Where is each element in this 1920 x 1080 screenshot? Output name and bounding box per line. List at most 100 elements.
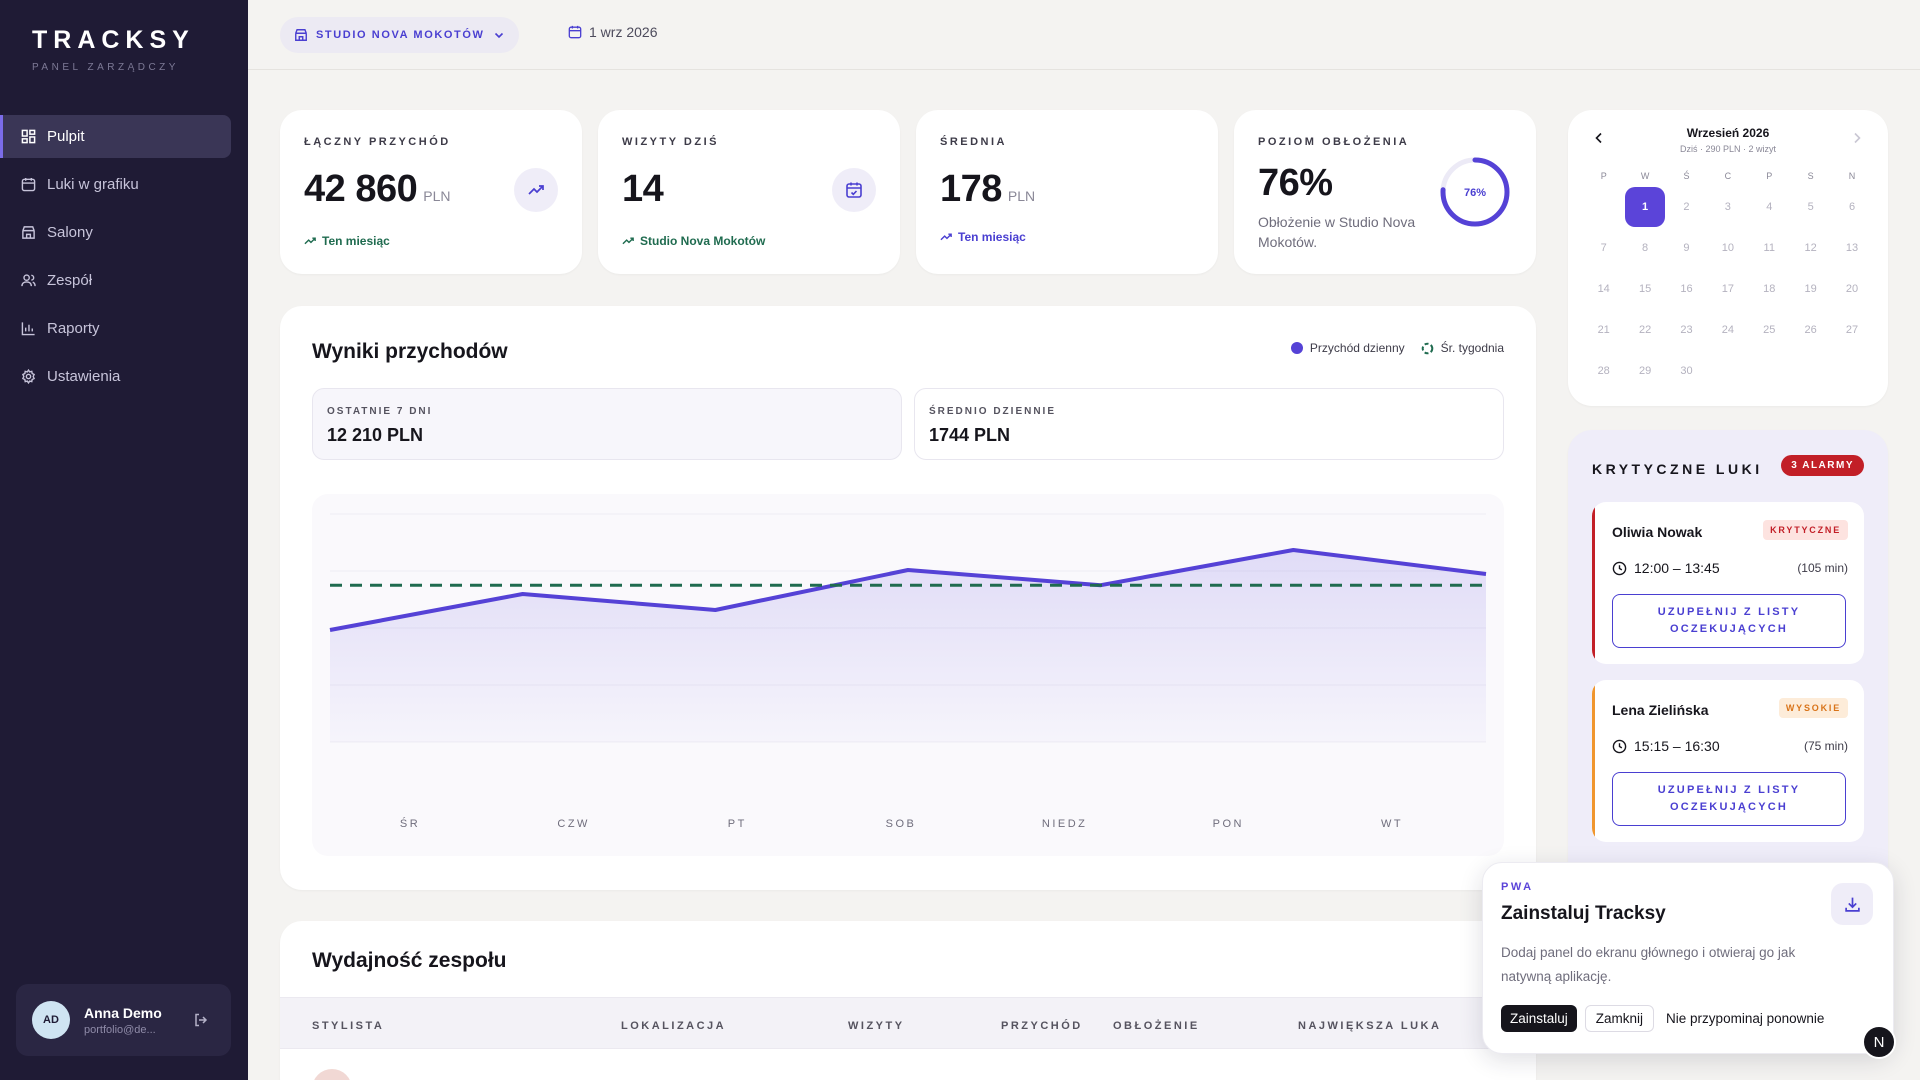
severity-bar: [1592, 502, 1595, 664]
stat-unit: PLN: [423, 188, 451, 204]
logout-icon[interactable]: [193, 1012, 209, 1028]
legend-daily: Przychód dzienny: [1290, 341, 1405, 355]
calendar-day[interactable]: 30: [1680, 364, 1693, 377]
revenue-title: Wyniki przychodów: [312, 340, 508, 363]
sidebar-item-label: Salony: [47, 224, 93, 241]
calendar-day-today[interactable]: 1: [1625, 186, 1666, 227]
calendar-day[interactable]: 14: [1597, 282, 1610, 295]
calendar-grid: P W Ś C P S N 1 2 3 4 5 6 7 8 9 10 11 12 13 14 15 16 17 18 19 20 21…: [1583, 166, 1873, 391]
series-line-daily: [329, 548, 1487, 632]
stat-sub-text: Studio Nova Mokotów: [640, 234, 766, 248]
brand-name: TRACKSY: [32, 26, 195, 54]
calendar-day[interactable]: 23: [1680, 323, 1693, 336]
column-header[interactable]: PRZYCHÓD: [1001, 1020, 1083, 1032]
calendar-cell: 4: [1749, 201, 1790, 213]
stat-label: WIZYTY DZIŚ: [622, 136, 719, 148]
calendar-day[interactable]: 7: [1600, 241, 1607, 254]
calendar-day[interactable]: 11: [1763, 241, 1775, 254]
weekday-label: C: [1724, 171, 1732, 181]
brand: TRACKSY PANEL ZARZĄDCZY: [32, 26, 195, 73]
x-tick-label: PT: [728, 818, 747, 830]
floating-avatar-button[interactable]: N: [1862, 1025, 1896, 1059]
sidebar-item-pulpit[interactable]: Pulpit: [0, 115, 231, 158]
stat-sub: Ten miesiąc: [940, 230, 1026, 244]
users-icon: [20, 273, 36, 289]
studio-name: STUDIO NOVA MOKOTÓW: [316, 29, 485, 41]
calendar-day[interactable]: 25: [1763, 323, 1776, 336]
column-header[interactable]: OBŁOŻENIE: [1113, 1020, 1200, 1032]
stat-label: ŁĄCZNY PRZYCHÓD: [304, 136, 451, 148]
stat-sub-text: Ten miesiąc: [958, 230, 1026, 244]
calendar-day[interactable]: 26: [1804, 323, 1817, 336]
date-display[interactable]: 1 wrz 2026: [568, 24, 657, 40]
calendar-day[interactable]: 19: [1804, 282, 1817, 295]
calendar-day[interactable]: 27: [1845, 323, 1859, 336]
sidebar-item-luki[interactable]: Luki w grafiku: [0, 163, 231, 206]
calendar-day[interactable]: 13: [1845, 241, 1859, 254]
trend-up-icon: [622, 236, 635, 246]
stat-value: 42 860 PLN: [304, 168, 450, 211]
critical-gaps-title: KRYTYCZNE LUKI: [1592, 461, 1763, 477]
calendar-day[interactable]: 28: [1597, 364, 1610, 377]
column-header[interactable]: WIZYTY: [848, 1020, 905, 1032]
fill-from-waitlist-button[interactable]: UZUPEŁNIJ Z LISTY OCZEKUJĄCYCH: [1612, 772, 1846, 826]
calendar-day[interactable]: 5: [1807, 200, 1814, 213]
chevron-right-icon[interactable]: [1852, 132, 1862, 144]
calendar-day[interactable]: 18: [1763, 282, 1776, 295]
calendar-day[interactable]: 20: [1845, 282, 1859, 295]
stat-value: 14: [622, 168, 664, 210]
last7-label: OSTATNIE 7 DNI: [327, 406, 433, 417]
calendar-day[interactable]: 21: [1597, 323, 1610, 336]
chevron-left-icon[interactable]: [1594, 132, 1604, 144]
user-card: AD Anna Demo portfolio@de...: [16, 984, 231, 1056]
calendar-day[interactable]: 6: [1848, 200, 1856, 213]
severity-bar: [1592, 680, 1595, 842]
sidebar-item-raporty[interactable]: Raporty: [0, 307, 231, 350]
fill-from-waitlist-button[interactable]: UZUPEŁNIJ Z LISTY OCZEKUJĄCYCH: [1612, 594, 1846, 648]
calendar-day[interactable]: 12: [1804, 241, 1817, 254]
calendar-day[interactable]: 10: [1721, 241, 1734, 254]
store-icon: [20, 225, 36, 241]
column-header[interactable]: NAJWIĘKSZA LUKA: [1298, 1020, 1442, 1032]
calendar-day[interactable]: 22: [1638, 323, 1652, 336]
dont-remind-button[interactable]: Nie przypominaj ponownie: [1666, 1011, 1825, 1026]
download-icon[interactable]: [1831, 883, 1873, 925]
column-header[interactable]: LOKALIZACJA: [621, 1020, 727, 1032]
calendar-day[interactable]: 16: [1680, 282, 1693, 295]
weekday-label: N: [1848, 171, 1856, 181]
studio-selector[interactable]: STUDIO NOVA MOKOTÓW: [280, 17, 519, 53]
sidebar-item-label: Pulpit: [47, 128, 85, 145]
weekday-label: S: [1807, 171, 1814, 181]
revenue-chart: ŚR CZW PT SOB NIEDZ PON WT: [312, 494, 1504, 856]
calendar-day[interactable]: 17: [1721, 282, 1734, 295]
sidebar-item-zespol[interactable]: Zespół: [0, 259, 231, 302]
calendar-day[interactable]: 15: [1638, 282, 1652, 295]
week-row: 14 15 16 17 18 19 20: [1583, 268, 1873, 309]
ring-label: 76%: [1464, 187, 1486, 199]
column-header[interactable]: STYLISTA: [312, 1020, 385, 1032]
calendar-day[interactable]: 3: [1724, 200, 1731, 213]
legend-weekly-label: Śr. tygodnia: [1440, 341, 1504, 355]
calendar-icon: [20, 177, 36, 193]
topbar: STUDIO NOVA MOKOTÓW 1 wrz 2026: [248, 0, 1920, 70]
calendar-day[interactable]: 4: [1766, 200, 1773, 213]
stat-number: 42 860: [304, 168, 418, 210]
sidebar-item-salony[interactable]: Salony: [0, 211, 231, 254]
calendar-day[interactable]: 9: [1683, 241, 1690, 254]
stat-label: ŚREDNIA: [940, 136, 1008, 148]
calendar-day[interactable]: 29: [1638, 364, 1652, 377]
calendar-summary: Dziś · 290 PLN · 2 wizyt: [1679, 144, 1777, 154]
close-button[interactable]: Zamknij: [1584, 1005, 1655, 1032]
install-button[interactable]: Zainstaluj: [1501, 1005, 1577, 1032]
stat-card-average: ŚREDNIA 178 PLN Ten miesiąc: [916, 110, 1218, 274]
calendar-cell: 14: [1583, 283, 1624, 295]
sidebar-item-ustawienia[interactable]: Ustawienia: [0, 355, 231, 398]
calendar-day[interactable]: 24: [1721, 323, 1734, 336]
avatar: [312, 1069, 352, 1080]
calendar-cell: 25: [1749, 324, 1790, 336]
calendar-day[interactable]: 8: [1642, 241, 1649, 254]
sidebar-item-label: Raporty: [47, 320, 100, 337]
calendar-day[interactable]: 2: [1683, 200, 1690, 213]
mini-calendar: Wrzesień 2026 Dziś · 290 PLN · 2 wizyt P…: [1568, 110, 1888, 406]
pwa-install-popup: PWA Zainstaluj Tracksy Dodaj panel do ek…: [1482, 862, 1894, 1054]
